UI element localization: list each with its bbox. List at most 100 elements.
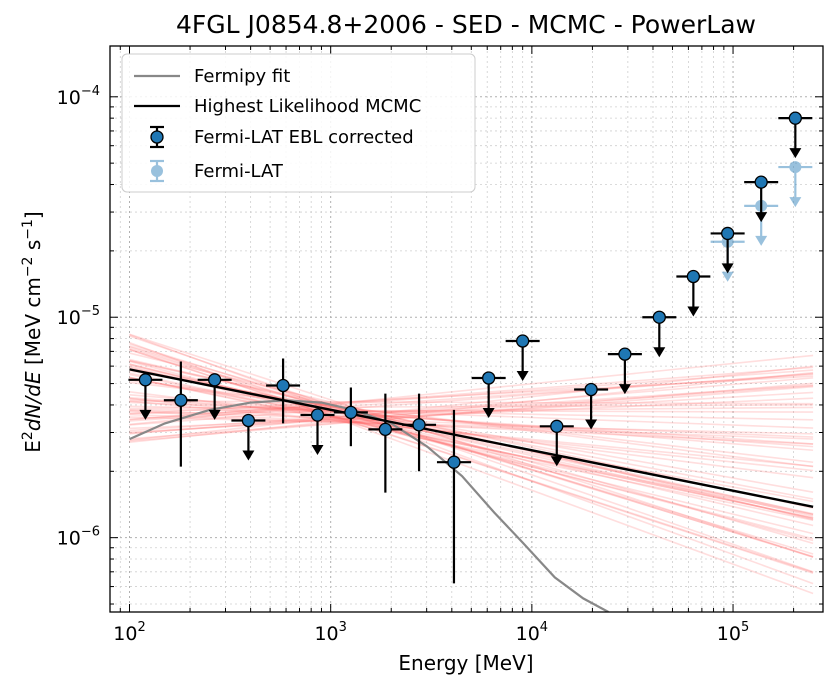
mcmc-sample-line (129, 364, 814, 520)
mcmc-sample-line (129, 346, 814, 558)
ebl-corrected-point-marker (720, 226, 735, 241)
data-points (128, 111, 813, 584)
mcmc-sample-line (129, 333, 814, 558)
mcmc-sample-line (129, 343, 814, 558)
mcmc-sample-line (129, 376, 814, 521)
mcmc-sample-line (129, 405, 814, 421)
mcmc-sample-line (129, 377, 814, 503)
mcmc-sample-line (129, 345, 814, 545)
fermi-lat-point-ul-arrow (755, 235, 768, 246)
mcmc-sample-line (129, 372, 814, 519)
mcmc-sample-line (129, 406, 814, 415)
legend-fermi-lat-marker (150, 159, 164, 183)
legend-label-ebl: Fermi-LAT EBL corrected (194, 127, 414, 148)
y-label-sup2: −2 (20, 257, 36, 278)
y-label-units-a: [MeV cm (21, 277, 45, 371)
ebl-corrected-point-marker (412, 418, 426, 432)
fermi-lat-point-ul-arrow (721, 271, 734, 282)
ebl-corrected-point-marker (686, 269, 701, 284)
mcmc-sample-line (129, 391, 814, 434)
ebl-corrected-point-marker (378, 422, 393, 436)
ebl-corrected-point-ul-arrow (618, 384, 631, 395)
ebl-corrected-point-ul-arrow (653, 347, 666, 358)
ebl-corrected-point-marker (788, 111, 802, 125)
legend-label-fermipy: Fermipy fit (194, 66, 290, 87)
mcmc-sample-line (129, 376, 814, 516)
mcmc-sample-line (129, 379, 814, 468)
mcmc-sample-line (129, 398, 814, 445)
ebl-corrected-point-ul-arrow (516, 371, 529, 382)
ebl-corrected-point (710, 226, 745, 274)
mcmc-sample-line (129, 400, 814, 468)
ebl-corrected-point-ul-arrow (789, 148, 802, 159)
mcmc-sample-line (129, 373, 814, 519)
ebl-corrected-point-ul-arrow (550, 456, 563, 467)
y-label-units-b: s (21, 240, 45, 257)
ebl-corrected-point-ul-arrow (755, 212, 768, 223)
ebl-corrected-point (231, 413, 266, 461)
ebl-corrected-point-marker (482, 371, 496, 385)
legend-label-fermi-lat: Fermi-LAT (194, 161, 284, 182)
mcmc-sample-line (129, 409, 814, 438)
mcmc-sample-line (129, 352, 814, 521)
mcmc-sample-line (129, 396, 814, 448)
ebl-corrected-point-marker (138, 373, 153, 387)
ebl-corrected-point-ul-arrow (482, 408, 495, 419)
ebl-corrected-point (266, 358, 301, 424)
mcmc-sample-lines (129, 333, 814, 595)
ebl-corrected-point-marker (207, 373, 222, 387)
ebl-corrected-point-ul-arrow (311, 445, 324, 456)
ebl-corrected-point-ul-arrow (721, 263, 734, 274)
chart-title: 4FGL J0854.8+2006 - SED - MCMC - PowerLa… (176, 10, 756, 39)
mcmc-sample-line (129, 348, 814, 574)
ebl-corrected-point-ul-arrow (139, 409, 152, 420)
ebl-corrected-point (402, 393, 437, 472)
y-label-sup3: −1 (20, 219, 36, 240)
mcmc-sample-line (129, 385, 814, 435)
highest-likelihood-line (129, 368, 814, 509)
x-tick-label: 103 (314, 620, 346, 645)
mcmc-sample-line (129, 381, 814, 464)
legend-label-mcmc: Highest Likelihood MCMC (194, 96, 421, 117)
ebl-corrected-point (436, 409, 471, 584)
mcmc-sample-line (129, 375, 814, 415)
ebl-corrected-point (607, 347, 642, 395)
y-label-units-c: ] (21, 211, 45, 219)
x-tick-label: 102 (113, 620, 145, 645)
mcmc-sample-line (129, 365, 814, 535)
ebl-corrected-point-marker (174, 393, 188, 407)
mcmc-sample-line (129, 366, 814, 421)
fermipy-fit-line (129, 399, 609, 612)
ebl-corrected-point (539, 419, 574, 467)
ebl-corrected-point-ul-arrow (687, 306, 700, 317)
ebl-corrected-point (574, 382, 609, 430)
mcmc-sample-line (129, 347, 814, 555)
mcmc-sample-line (129, 335, 814, 573)
fit-lines (129, 368, 814, 612)
mcmc-sample-line (129, 382, 814, 442)
mcmc-sample-line (129, 368, 814, 500)
y-axis-label: E2dN/dE [MeV cm−2 s−1] (20, 211, 45, 452)
ebl-corrected-point (333, 387, 368, 447)
ebl-corrected-point (368, 393, 403, 493)
mcmc-sample-line (129, 365, 814, 441)
ebl-corrected-point (642, 310, 677, 358)
ebl-corrected-point (744, 175, 779, 223)
ebl-corrected-point-marker (344, 405, 358, 420)
ebl-corrected-point-ul-arrow (208, 409, 221, 420)
y-label-dnde: dN/dE (21, 371, 45, 431)
mcmc-sample-line (129, 390, 814, 479)
mcmc-sample-line (129, 333, 814, 585)
mcmc-sample-line (129, 400, 814, 405)
ebl-corrected-point (471, 371, 506, 419)
ebl-corrected-point-marker (276, 378, 290, 393)
x-tick-label: 104 (516, 620, 548, 645)
mcmc-sample-line (129, 409, 814, 413)
mcmc-sample-line (129, 401, 814, 429)
fermi-lat-point (778, 161, 813, 208)
ebl-corrected-point-marker (241, 413, 256, 428)
ebl-corrected-point-marker (310, 408, 325, 422)
ebl-corrected-point (300, 408, 335, 456)
legend: Fermipy fit Highest Likelihood MCMC Ferm… (121, 53, 476, 193)
